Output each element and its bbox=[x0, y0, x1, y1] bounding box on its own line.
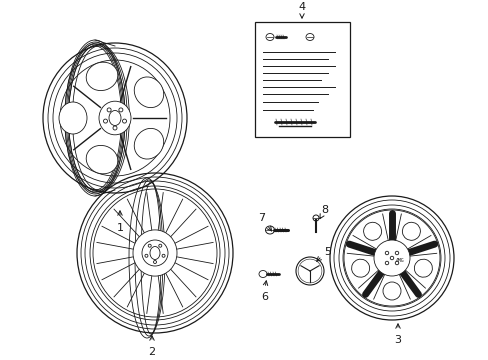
Text: 6: 6 bbox=[261, 292, 268, 302]
Ellipse shape bbox=[363, 222, 381, 240]
Text: 3: 3 bbox=[394, 335, 401, 345]
Text: 1: 1 bbox=[116, 223, 123, 233]
Ellipse shape bbox=[373, 240, 409, 276]
Text: 7: 7 bbox=[258, 213, 265, 223]
Text: 2: 2 bbox=[148, 347, 155, 357]
Text: 5: 5 bbox=[324, 247, 331, 257]
Ellipse shape bbox=[133, 230, 177, 276]
Ellipse shape bbox=[382, 282, 400, 300]
Ellipse shape bbox=[59, 102, 87, 134]
Text: 8: 8 bbox=[321, 205, 328, 215]
Ellipse shape bbox=[413, 259, 431, 277]
Bar bbox=[254, 22, 349, 137]
Text: AMG: AMG bbox=[395, 257, 404, 262]
Text: 4: 4 bbox=[298, 2, 305, 12]
Ellipse shape bbox=[86, 62, 118, 91]
Ellipse shape bbox=[402, 222, 420, 240]
Ellipse shape bbox=[86, 145, 118, 174]
Ellipse shape bbox=[99, 101, 131, 135]
Ellipse shape bbox=[351, 259, 369, 277]
Ellipse shape bbox=[134, 129, 163, 159]
Ellipse shape bbox=[134, 77, 163, 108]
